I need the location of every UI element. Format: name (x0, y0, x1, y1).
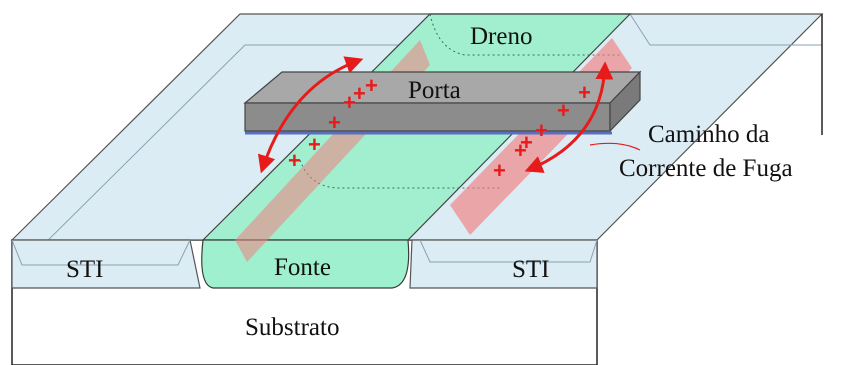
sti-right-label: STI (512, 256, 550, 283)
gate-front (244, 102, 611, 132)
leakage-arrow-left (257, 56, 364, 174)
charge-plus: + (365, 73, 378, 98)
sti-inner-edge-left (19, 44, 430, 269)
charge-plus: + (288, 148, 301, 173)
charge-plus: + (493, 158, 506, 183)
gate-label: Porta (408, 77, 461, 104)
leakage-label-line1: Caminho da (648, 121, 770, 148)
leakage-arrow-right (524, 61, 614, 173)
charge-plus: + (343, 90, 356, 115)
charge-plus: + (353, 81, 366, 106)
sti-right-front (409, 239, 598, 289)
sti-left-bevel (11, 239, 191, 266)
sti-left-label: STI (66, 256, 104, 283)
charge-plus: + (557, 98, 570, 123)
charge-plus: + (514, 138, 527, 163)
charge-plus: + (535, 118, 548, 143)
source-label: Fonte (274, 254, 331, 281)
drain-well-outline (429, 13, 620, 56)
charge-plus: + (578, 80, 591, 105)
sti-inner-edge-right (629, 13, 822, 46)
substrate-label: Substrato (245, 314, 339, 341)
leakage-label-line2: Corrente de Fuga (619, 155, 793, 182)
drain-label: Dreno (470, 23, 532, 50)
sti-right-bevel (419, 239, 598, 263)
charge-plus: + (520, 130, 533, 155)
leakage-pointer (589, 142, 641, 151)
charge-plus: + (308, 132, 321, 157)
sti-left-front (11, 239, 201, 289)
charge-plus: + (328, 110, 341, 135)
